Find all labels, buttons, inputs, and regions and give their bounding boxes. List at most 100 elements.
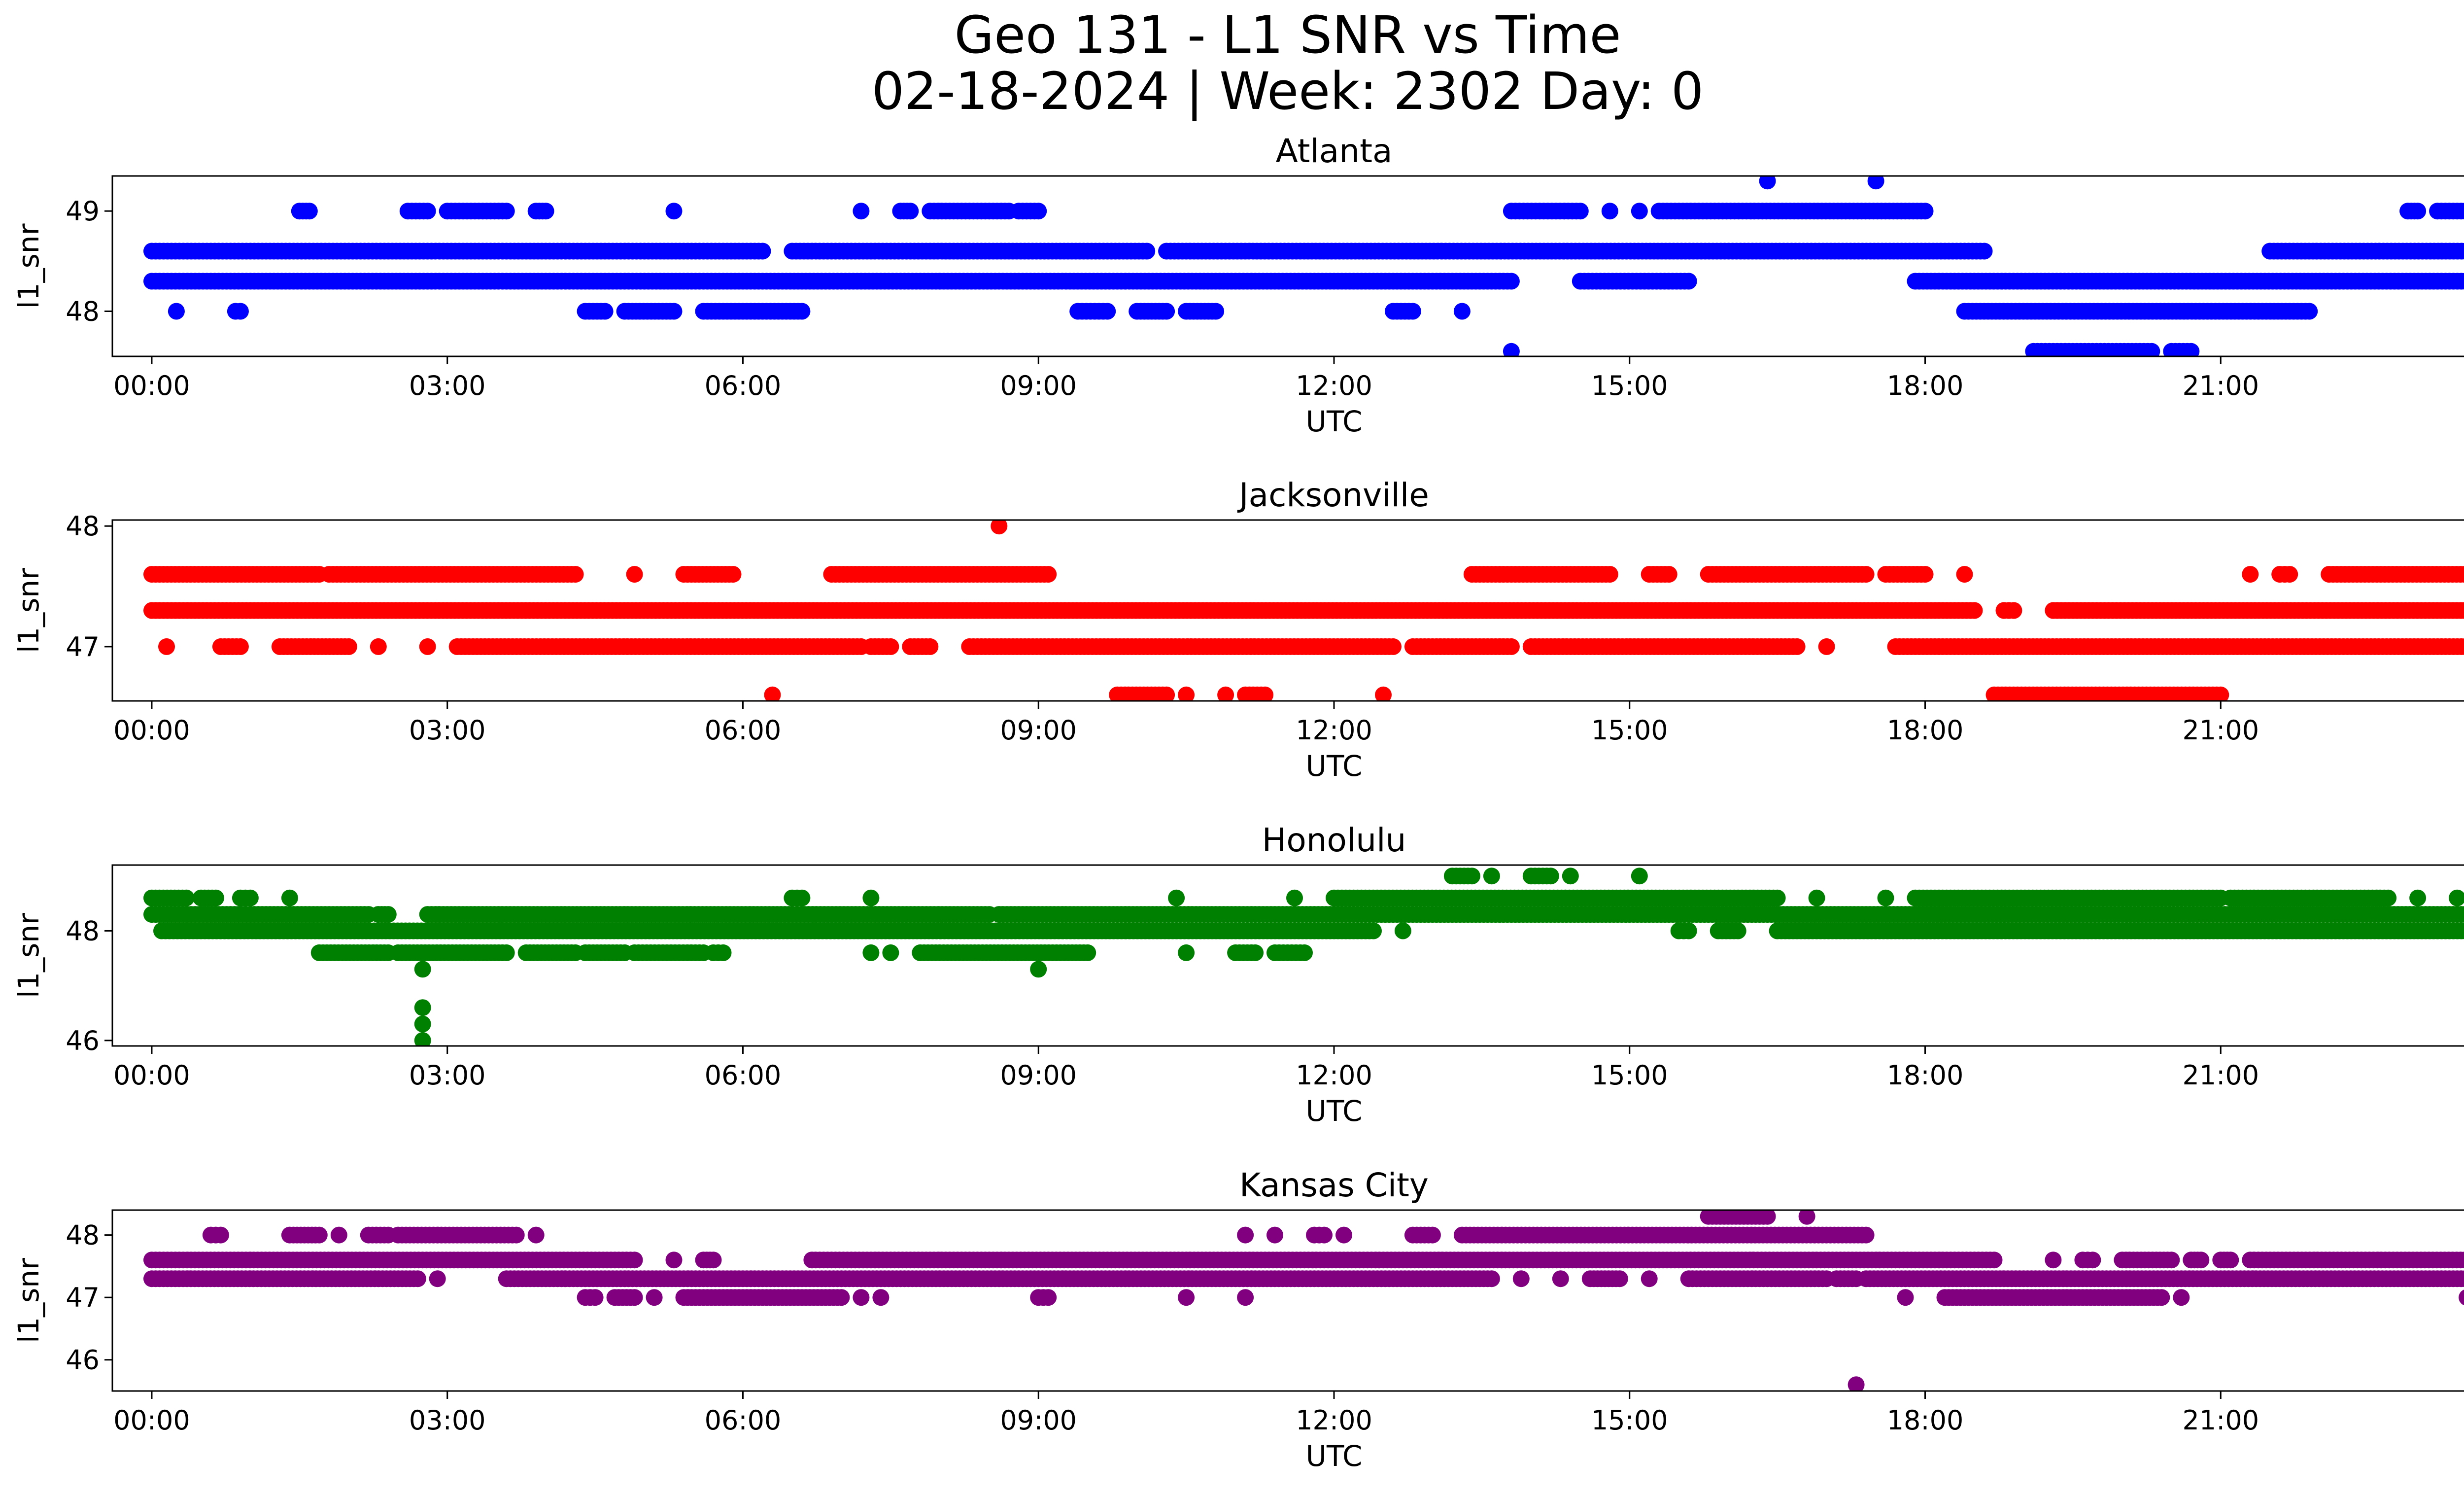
data-point	[379, 906, 397, 923]
data-point	[281, 889, 298, 906]
x-axis-label: UTC	[1306, 405, 1363, 438]
data-point	[2005, 602, 2022, 619]
data-point	[1375, 686, 1392, 701]
data-point	[232, 303, 249, 320]
x-tick-label: 18:00	[1887, 715, 1964, 746]
data-point	[177, 889, 195, 906]
data-point	[419, 203, 436, 220]
data-point	[498, 203, 515, 220]
x-tick-label: 03:00	[409, 715, 486, 746]
data-point	[158, 638, 175, 655]
data-point	[1572, 203, 1589, 220]
data-point	[1857, 566, 1875, 583]
data-point	[1503, 343, 1520, 356]
x-axis-label: UTC	[1306, 1094, 1363, 1128]
data-point	[2143, 343, 2160, 356]
y-axis-label: l1_snr	[12, 568, 45, 653]
data-point	[1631, 203, 1648, 220]
x-tick-label: 09:00	[1000, 370, 1077, 401]
data-point	[2183, 343, 2200, 356]
data-point	[1680, 922, 1697, 939]
panel-title: Honolulu	[1262, 821, 1406, 859]
x-tick-label: 21:00	[2182, 1060, 2259, 1091]
data-point	[207, 889, 224, 906]
y-tick-label: 48	[66, 915, 100, 946]
data-point	[1158, 303, 1175, 320]
data-point	[1365, 922, 1382, 939]
x-tick-label: 15:00	[1591, 715, 1668, 746]
data-point	[414, 1032, 431, 1046]
data-point	[1503, 273, 1520, 290]
data-point	[1985, 1252, 2003, 1269]
data-point	[414, 999, 431, 1016]
data-point	[1257, 686, 1274, 701]
data-point	[1808, 889, 1825, 906]
data-point	[2461, 275, 2464, 288]
data-point	[1483, 868, 1500, 885]
data-point	[1601, 203, 1618, 220]
data-point	[1099, 303, 1116, 320]
data-point	[1818, 638, 1835, 655]
data-point	[1463, 868, 1480, 885]
data-point	[2301, 303, 2318, 320]
data-point	[1040, 566, 1057, 583]
data-point	[991, 520, 1008, 535]
panel-title: Atlanta	[1276, 132, 1393, 170]
data-point	[626, 1252, 643, 1269]
y-axis-label: l1_snr	[12, 913, 45, 998]
data-point	[1542, 868, 1559, 885]
x-tick-label: 06:00	[705, 1060, 782, 1091]
data-point	[1601, 566, 1618, 583]
figure-title-line-1: Geo 131 - L1 SNR vs Time	[954, 5, 1621, 65]
data-point	[1788, 638, 1806, 655]
data-point	[2460, 567, 2464, 582]
data-point	[1976, 243, 1993, 260]
data-point	[1956, 566, 1973, 583]
data-point	[232, 638, 249, 655]
data-point	[2461, 244, 2464, 258]
data-point	[1030, 203, 1047, 220]
x-tick-label: 12:00	[1296, 715, 1372, 746]
x-tick-label: 12:00	[1296, 1060, 1372, 1091]
x-tick-label: 18:00	[1887, 1060, 1964, 1091]
x-tick-label: 03:00	[409, 1060, 486, 1091]
data-point	[705, 1252, 722, 1269]
figure-title: Geo 131 - L1 SNR vs Time 02-18-2024 | We…	[0, 7, 2464, 119]
data-points	[143, 868, 2464, 1046]
data-point	[498, 944, 515, 961]
data-point	[626, 566, 643, 583]
data-point	[1158, 686, 1175, 701]
data-point	[340, 638, 357, 655]
x-tick-label: 18:00	[1887, 370, 1964, 401]
data-point	[862, 889, 880, 906]
data-point	[2212, 686, 2229, 701]
data-point	[862, 944, 880, 961]
data-point	[1966, 602, 1983, 619]
data-point	[2242, 566, 2259, 583]
data-point	[1138, 243, 1156, 260]
data-point	[2460, 603, 2464, 618]
data-point	[241, 889, 259, 906]
data-point	[793, 303, 811, 320]
data-point	[1207, 303, 1225, 320]
data-point	[2409, 889, 2427, 906]
data-points	[143, 176, 2464, 356]
data-point	[537, 203, 554, 220]
data-point	[414, 1015, 431, 1033]
y-tick-label: 48	[66, 296, 100, 327]
data-point	[419, 638, 436, 655]
data-point	[1503, 638, 1520, 655]
data-point	[853, 203, 870, 220]
x-tick-label: 00:00	[113, 370, 190, 401]
data-point	[1217, 686, 1234, 701]
data-point	[715, 944, 732, 961]
x-tick-label: 00:00	[113, 1060, 190, 1091]
data-point	[1867, 176, 1884, 190]
x-tick-label: 09:00	[1000, 1060, 1077, 1091]
data-point	[2461, 907, 2464, 921]
